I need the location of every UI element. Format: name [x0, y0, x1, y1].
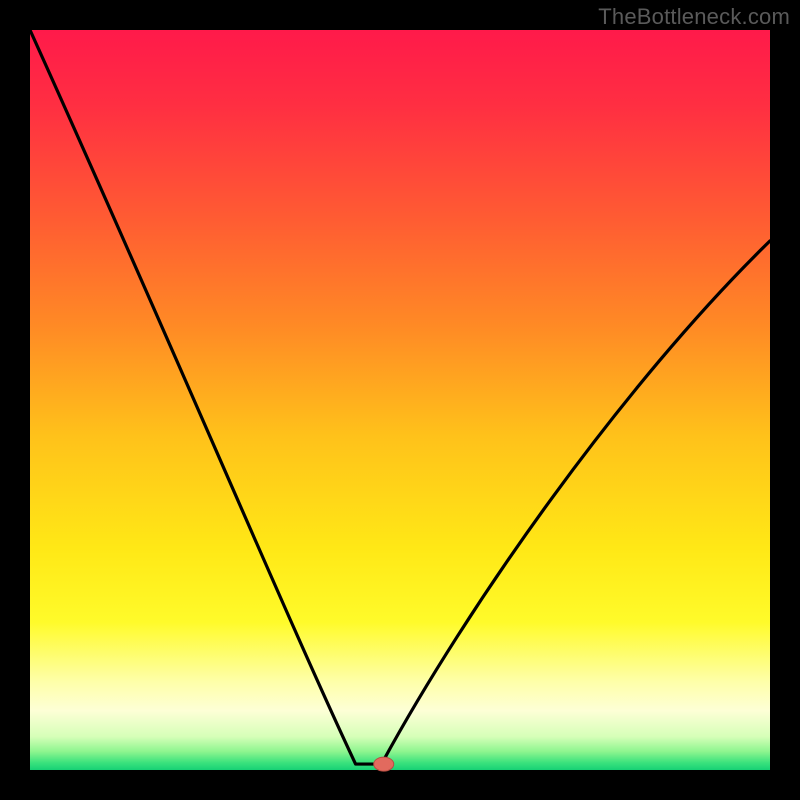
chart-container: TheBottleneck.com — [0, 0, 800, 800]
optimum-marker — [374, 757, 394, 771]
plot-area — [30, 30, 770, 770]
watermark-text: TheBottleneck.com — [598, 4, 790, 30]
bottleneck-chart — [0, 0, 800, 800]
